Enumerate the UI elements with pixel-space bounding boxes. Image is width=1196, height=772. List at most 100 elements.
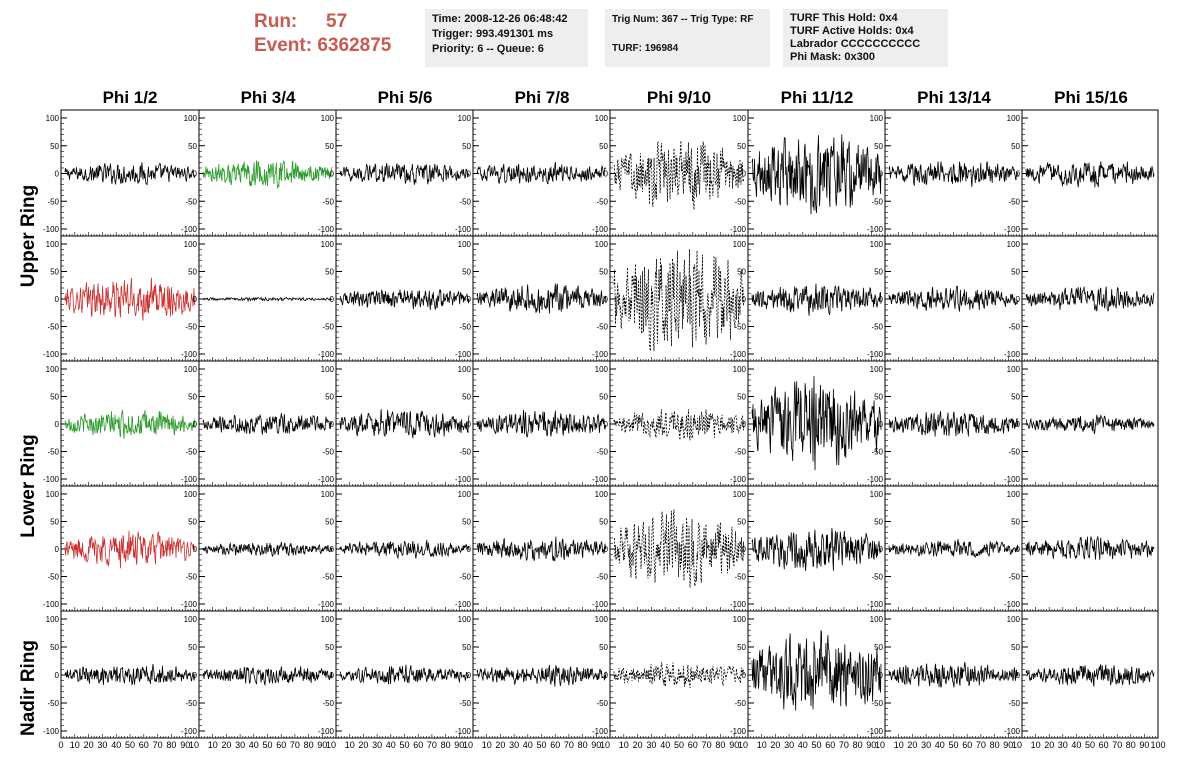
y-tick-label: -50 <box>871 448 883 457</box>
y-tick-label: -50 <box>47 323 59 332</box>
y-tick-label: 0 <box>879 671 884 680</box>
y-tick-label: 0 <box>467 170 472 179</box>
x-tick-label: 90 <box>1003 740 1013 750</box>
y-tick-label: -50 <box>322 573 334 582</box>
y-tick-label: 50 <box>325 518 334 527</box>
waveform-panel: 100 50 0 -50 -100 <box>455 109 611 237</box>
y-tick-label: -50 <box>596 448 608 457</box>
y-tick-label: -100 <box>455 727 472 736</box>
x-tick-label: 10 <box>894 740 904 750</box>
waveform-trace <box>476 409 607 438</box>
waveform-trace <box>1025 161 1155 188</box>
x-tick-label: 70 <box>702 740 712 750</box>
y-tick-label: 100 <box>595 240 609 249</box>
y-tick-label: 0 <box>742 545 747 554</box>
y-tick-label: 50 <box>188 518 197 527</box>
y-tick-label: 0 <box>879 420 884 429</box>
waveform-trace <box>751 134 882 215</box>
column-header-phi-9-10: Phi 9/10 <box>646 88 712 107</box>
y-tick-label: 100 <box>184 114 198 123</box>
y-tick-label: -50 <box>871 573 883 582</box>
waveform-panel: 100 50 0 -50 -100 <box>1004 485 1159 612</box>
waveform-trace <box>1025 536 1155 560</box>
x-tick-label: 60 <box>825 740 835 750</box>
y-tick-label: 0 <box>193 170 198 179</box>
y-tick-label: -50 <box>596 197 608 206</box>
y-tick-label: 0 <box>742 420 747 429</box>
y-tick-label: -50 <box>1008 323 1020 332</box>
time-text: Time: 2008-12-26 06:48:42 <box>432 13 568 25</box>
waveform-panel: 100 50 0 -50 -100 <box>592 360 749 487</box>
y-tick-label: 100 <box>458 240 472 249</box>
y-tick-label: 50 <box>188 142 197 151</box>
y-tick-label: -50 <box>1008 573 1020 582</box>
time-trigger-info-box: Time: 2008-12-26 06:48:42 Trigger: 993.4… <box>425 9 588 67</box>
y-tick-label: 0 <box>330 170 335 179</box>
y-tick-label: 100 <box>870 114 884 123</box>
y-tick-label: 100 <box>1007 490 1021 499</box>
waveform-panel: 100 50 0 -50 -100 <box>455 360 611 487</box>
y-tick-label: -50 <box>596 323 608 332</box>
x-tick-label: 10 <box>600 740 610 750</box>
y-tick-label: 50 <box>1011 142 1020 151</box>
y-tick-label: -50 <box>322 197 334 206</box>
waveform-panel: 100 50 0 -50 -100 <box>1004 235 1159 362</box>
x-tick-label: 50 <box>262 740 272 750</box>
y-tick-label: 0 <box>55 170 60 179</box>
x-tick-label: 80 <box>1126 740 1136 750</box>
waveform-panel: 100 50 0 -50 -100 <box>730 235 886 362</box>
y-tick-label: 50 <box>737 393 746 402</box>
run-label: Run: <box>254 11 298 32</box>
x-tick-label: 10 <box>875 740 885 750</box>
turf-text: TURF: 196984 <box>612 43 679 54</box>
waveform-trace <box>888 285 1019 312</box>
x-tick-label: 10 <box>70 740 80 750</box>
y-tick-label: 0 <box>193 420 198 429</box>
x-tick-label: 20 <box>358 740 368 750</box>
y-tick-label: 0 <box>467 420 472 429</box>
y-tick-label: 50 <box>737 142 746 151</box>
x-tick-label: 90 <box>591 740 601 750</box>
y-tick-label: -100 <box>867 225 884 234</box>
y-tick-label: 100 <box>184 365 198 374</box>
y-tick-label: -50 <box>1008 699 1020 708</box>
y-tick-label: -100 <box>455 475 472 484</box>
y-tick-label: -100 <box>592 225 609 234</box>
waveform-panel: 100 50 0 -50 -100 <box>1004 109 1159 237</box>
y-tick-label: -100 <box>455 225 472 234</box>
column-header-phi-11-12: Phi 11/12 <box>780 88 854 107</box>
waveform-panel: 100 50 0 -50 -100 <box>318 360 474 487</box>
x-tick-label: 20 <box>84 740 94 750</box>
y-tick-label: 50 <box>874 643 883 652</box>
y-tick-label: 50 <box>325 643 334 652</box>
waveform-trace <box>476 536 607 562</box>
y-tick-label: -100 <box>867 350 884 359</box>
x-tick-label: 20 <box>495 740 505 750</box>
x-tick-label: 70 <box>290 740 300 750</box>
y-tick-label: -100 <box>730 727 747 736</box>
y-tick-label: 0 <box>330 671 335 680</box>
x-tick-label: 50 <box>811 740 821 750</box>
y-tick-label: -100 <box>181 600 198 609</box>
x-tick-label: 30 <box>784 740 794 750</box>
y-tick-label: 50 <box>599 643 608 652</box>
waveform-trace <box>751 527 882 572</box>
waveform-panel: 100 50 0 -50 -100 <box>181 235 337 362</box>
y-tick-label: -100 <box>318 600 335 609</box>
y-tick-label: 0 <box>604 295 609 304</box>
y-tick-label: 100 <box>321 615 335 624</box>
y-tick-label: 50 <box>1011 393 1020 402</box>
waveform-trace <box>64 530 196 569</box>
x-tick-label: 50 <box>674 740 684 750</box>
x-tick-label: 60 <box>688 740 698 750</box>
waveform-trace <box>339 288 470 311</box>
y-tick-label: -50 <box>734 323 746 332</box>
y-tick-label: 50 <box>462 643 471 652</box>
column-header-phi-15-16: Phi 15/16 <box>1054 88 1128 107</box>
y-tick-label: -50 <box>459 699 471 708</box>
y-tick-label: 100 <box>595 365 609 374</box>
y-tick-label: -50 <box>47 197 59 206</box>
y-tick-label: -100 <box>43 727 60 736</box>
y-tick-label: 0 <box>879 295 884 304</box>
x-tick-label: 30 <box>509 740 519 750</box>
